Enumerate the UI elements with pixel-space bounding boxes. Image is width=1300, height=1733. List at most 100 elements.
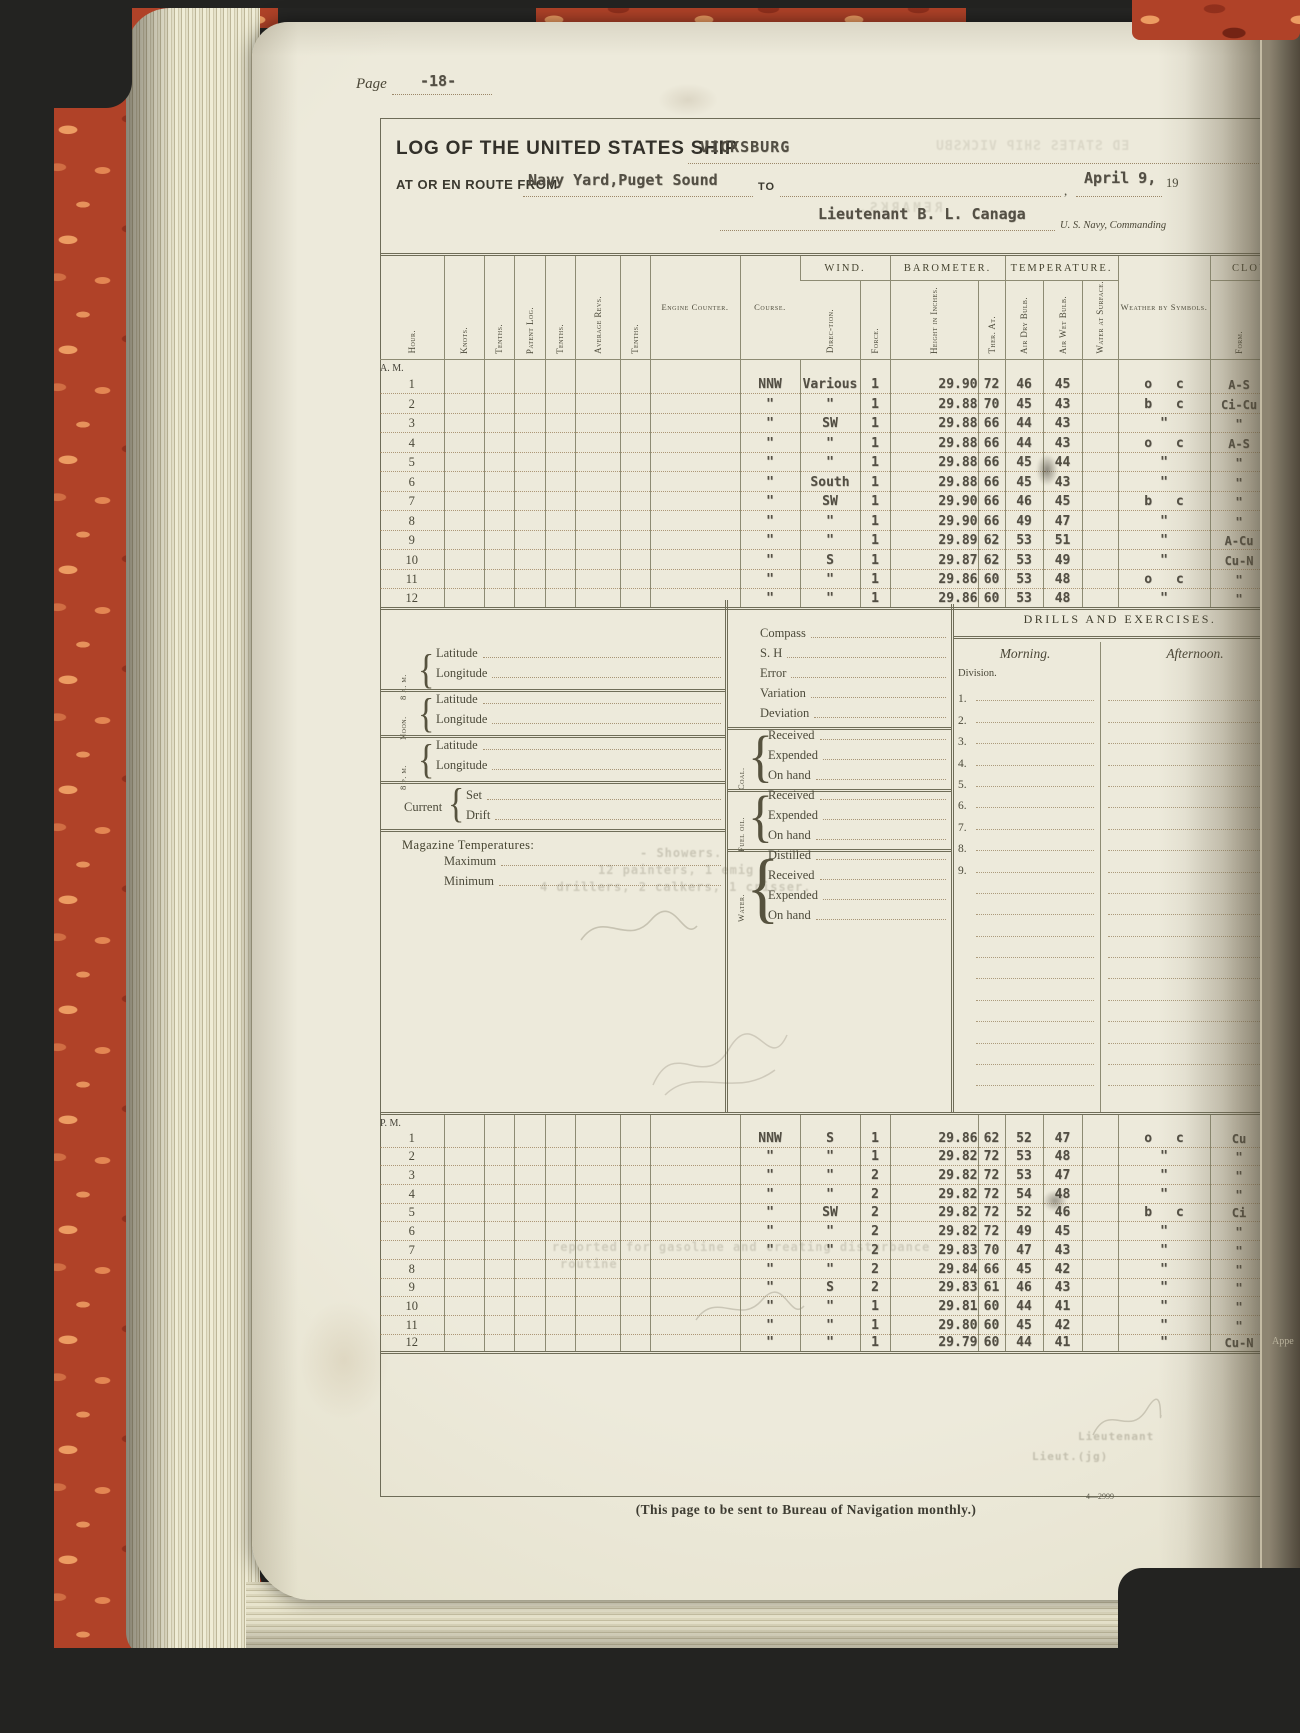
am-label-row: A. M. (380, 359, 1300, 375)
cell-tenths-2 (544, 491, 575, 512)
rule-7 (727, 849, 951, 852)
cell-knots (443, 1334, 484, 1354)
cell-wind-force: 1 (859, 374, 891, 395)
cell-tenths-3 (619, 530, 650, 551)
fuel-onhand-line: On hand (768, 826, 948, 843)
pm-label-row: P. M. (380, 1113, 1300, 1129)
col-wind-force: Force. (859, 280, 891, 360)
drill-row (958, 962, 1096, 983)
lon-noon-line: Longitude (436, 710, 723, 727)
cell-wind-force: 1 (859, 1296, 890, 1316)
cell-wind-direction: " (799, 1259, 860, 1279)
route-prefix: AT OR EN ROUTE FROM (396, 177, 558, 192)
cell-tenths-1 (483, 393, 514, 414)
ship-name: VICKSBURG (700, 138, 791, 156)
cell-barometer-height: 29.79 (889, 1334, 978, 1354)
brace-noon: { (418, 692, 435, 737)
cell-weather-symbols: o c (1117, 374, 1211, 395)
drill-row: 2. (958, 705, 1096, 727)
cell-dry-bulb: 44 (1004, 413, 1044, 434)
cell-wet-bulb: 48 (1042, 588, 1083, 609)
log-row: 3 " " 2 29.82 72 53 47 " (380, 1165, 1300, 1186)
cell-course: " (739, 432, 800, 453)
cell-tenths-1 (483, 510, 514, 531)
cell-ther-at: 72 (977, 1184, 1005, 1204)
cell-wind-direction: " (799, 1315, 860, 1335)
drill-row (1106, 684, 1284, 705)
cell-dry-bulb: 45 (1004, 393, 1044, 414)
cell-barometer-height: 29.90 (889, 491, 979, 512)
col-course: Course. (739, 254, 800, 360)
cell-patent-log (513, 1165, 545, 1186)
cell-engine-counter (649, 530, 740, 551)
compass-line: Compass (760, 624, 948, 641)
cell-knots (443, 530, 484, 551)
cell-wind-direction: " (799, 432, 860, 453)
brace-water: { (746, 845, 780, 932)
drill-row (1106, 705, 1284, 726)
col-tenths-1: Tenths. (483, 254, 514, 360)
cell-wind-direction: " (799, 530, 860, 551)
cell-dry-bulb: 47 (1004, 1240, 1043, 1260)
cell-barometer-height: 29.84 (889, 1259, 978, 1279)
rule-6 (727, 789, 951, 792)
cell-engine-counter (649, 1221, 740, 1242)
cell-hour: 6 (380, 1221, 444, 1242)
page-number: -18- (420, 72, 457, 90)
cell-weather-symbols: " (1117, 1165, 1210, 1186)
pencil-squiggle-1 (580, 910, 698, 941)
commander-title: U. S. Navy, Commanding (1060, 220, 1167, 231)
magazine-min-line: Minimum (444, 872, 723, 889)
rule-4 (380, 829, 725, 832)
cell-wind-direction: " (799, 1184, 860, 1204)
cell-average-revs (574, 1278, 620, 1298)
cell-average-revs (574, 1184, 620, 1204)
cell-engine-counter (649, 1184, 740, 1204)
log-row: 6 " " 2 29.82 72 49 45 " (380, 1221, 1300, 1242)
cell-knots (443, 569, 484, 590)
cell-dry-bulb: 52 (1004, 1128, 1043, 1148)
cell-barometer-height: 29.88 (889, 393, 979, 414)
cell-water-surface (1081, 452, 1119, 473)
cell-tenths-2 (544, 1334, 575, 1354)
cell-tenths-1 (483, 588, 514, 609)
cell-hour: 3 (380, 1165, 444, 1186)
cell-engine-counter (649, 569, 740, 590)
drills-afternoon-rows (1106, 684, 1284, 1090)
lat-8pm-line: Latitude (436, 736, 723, 753)
am-rows: 1 NNW Various 1 29.90 72 46 45 o (380, 374, 1300, 609)
cell-tenths-2 (544, 452, 575, 473)
drills-morning-rows: 1. 2. 3. 4. 5. 6. (958, 684, 1096, 1090)
cell-patent-log (513, 569, 545, 590)
route-from-rule (523, 196, 753, 197)
dotted-line (1108, 850, 1282, 852)
cell-barometer-height: 29.82 (889, 1147, 978, 1167)
cell-tenths-3 (619, 1203, 650, 1223)
cell-knots (443, 374, 484, 395)
cell-hour: 1 (380, 1128, 444, 1148)
cell-course: " (739, 1259, 800, 1279)
cell-wind-force: 2 (859, 1259, 890, 1279)
cell-knots (443, 1203, 484, 1223)
drill-row (1106, 919, 1284, 940)
cell-knots (443, 1296, 484, 1316)
cell-wet-bulb: 43 (1042, 471, 1083, 492)
cell-tenths-3 (619, 569, 650, 590)
cell-knots (443, 413, 484, 434)
cell-course: " (739, 1165, 800, 1186)
pm-rows: 1 NNW S 1 29.86 62 52 47 o c (380, 1128, 1300, 1354)
cell-hour: 7 (380, 1240, 444, 1260)
drill-row (1106, 941, 1284, 962)
pencil-squiggle-4 (1092, 1398, 1162, 1436)
cell-tenths-2 (544, 1128, 575, 1148)
drill-row: 4. (958, 748, 1096, 770)
cell-water-surface (1081, 413, 1119, 434)
cell-course: " (739, 1296, 800, 1316)
cell-wind-force: 1 (859, 1128, 890, 1148)
cell-average-revs (574, 530, 620, 551)
cell-tenths-1 (483, 549, 514, 570)
dotted-line (1108, 914, 1282, 916)
cell-average-revs (574, 1240, 620, 1260)
cell-barometer-height: 29.86 (889, 569, 979, 590)
cell-patent-log (513, 530, 545, 551)
